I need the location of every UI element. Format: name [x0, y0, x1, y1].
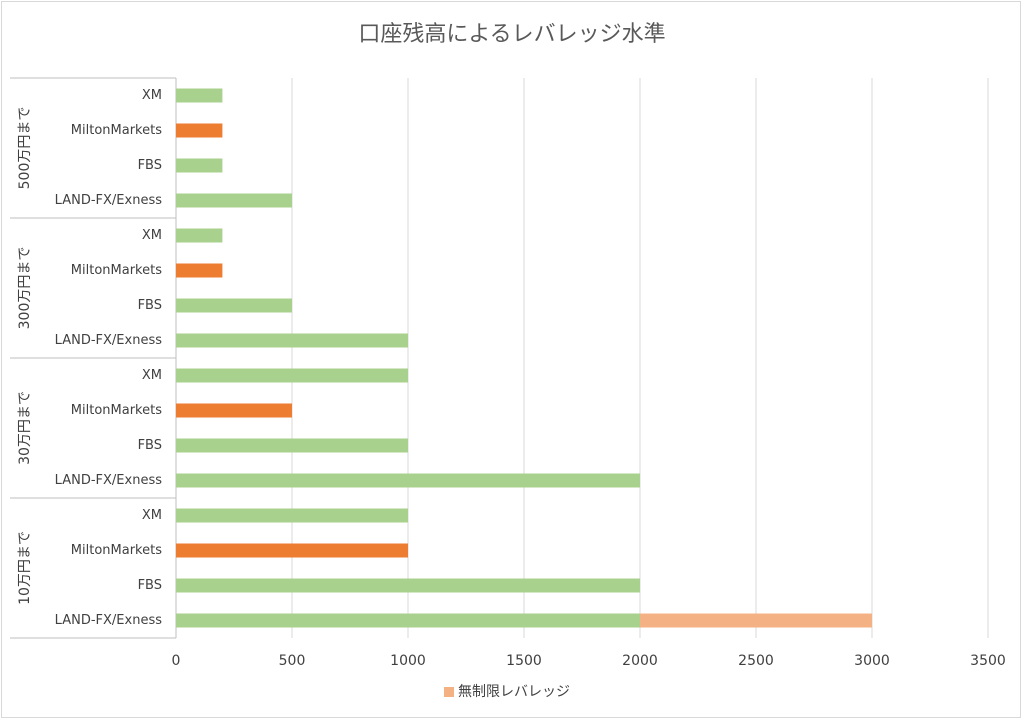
x-tick-label: 3500: [970, 653, 1006, 669]
bar: [176, 263, 223, 278]
category-label: MiltonMarkets: [71, 403, 162, 418]
x-tick-label: 0: [172, 653, 181, 669]
x-tick-label: 3000: [854, 653, 890, 669]
bar: [176, 193, 292, 208]
bar: [176, 543, 408, 558]
category-label: FBS: [138, 438, 162, 453]
bar: [176, 158, 223, 173]
bar: [176, 88, 223, 103]
bar: [176, 473, 640, 488]
bar: [176, 333, 408, 348]
category-label: MiltonMarkets: [71, 263, 162, 278]
category-label: FBS: [138, 158, 162, 173]
category-label: FBS: [138, 578, 162, 593]
bar: [176, 123, 223, 138]
group-label: 10万円まで: [17, 531, 33, 605]
bar: [176, 578, 640, 593]
chart-title: 口座残高によるレバレッジ水準: [358, 22, 666, 47]
category-label: LAND-FX/Exness: [55, 613, 163, 628]
bar: [176, 438, 408, 453]
category-label: FBS: [138, 298, 162, 313]
x-tick-label: 2500: [738, 653, 774, 669]
category-label: MiltonMarkets: [71, 543, 162, 558]
bar-stacked-segment: [640, 613, 872, 628]
legend-swatch: [444, 687, 454, 697]
category-label: LAND-FX/Exness: [55, 473, 163, 488]
bar: [176, 298, 292, 313]
legend-label: 無制限レバレッジ: [458, 684, 570, 700]
bar: [176, 228, 223, 243]
x-tick-label: 500: [279, 653, 306, 669]
category-label: MiltonMarkets: [71, 123, 162, 138]
x-tick-label: 1000: [390, 653, 426, 669]
group-label: 30万円まで: [17, 391, 33, 465]
bar: [176, 508, 408, 523]
bar: [176, 403, 292, 418]
category-label: XM: [142, 368, 162, 383]
category-label: XM: [142, 508, 162, 523]
bar: [176, 613, 640, 628]
category-label: XM: [142, 228, 162, 243]
category-label: LAND-FX/Exness: [55, 193, 163, 208]
group-label: 300万円まで: [17, 247, 33, 330]
category-label: LAND-FX/Exness: [55, 333, 163, 348]
bar: [176, 368, 408, 383]
category-label: XM: [142, 88, 162, 103]
x-tick-label: 1500: [506, 653, 542, 669]
group-label: 500万円まで: [17, 107, 33, 190]
x-tick-label: 2000: [622, 653, 658, 669]
